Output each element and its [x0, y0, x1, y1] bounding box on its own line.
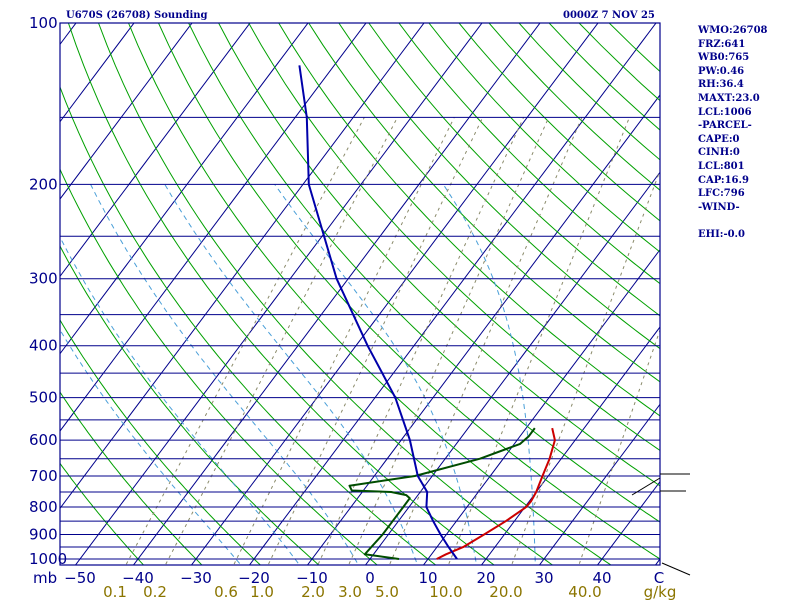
- mixing-ratio-label: 0.2: [143, 583, 167, 600]
- pressure-tick-label: 700: [29, 467, 58, 485]
- mixing-ratio-label: 3.0: [338, 583, 362, 600]
- temperature-tick-label: −30: [180, 569, 212, 587]
- sounding-index-line: CAPE:0: [698, 133, 740, 145]
- mixing-ratio-line: [317, 117, 525, 565]
- isotherm-line: [480, 326, 660, 565]
- temperature-tick-label: 10: [418, 569, 437, 587]
- sounding-index-line: MAXT:23.0: [698, 92, 760, 104]
- moist-adiabat-line: [164, 184, 419, 565]
- sounding-index-line: FRZ:641: [698, 38, 746, 50]
- sounding-index-line: CINH:0: [698, 147, 740, 159]
- sounding-index-line: WB0:765: [698, 52, 750, 64]
- sounding-index-line: PW:0.46: [698, 65, 745, 77]
- sounding-index-line: EHI:-0.0: [698, 228, 745, 240]
- dry-adiabat-line: [60, 391, 203, 565]
- isotherm-line: [538, 403, 660, 565]
- sounding-index-line: CAP:16.9: [698, 174, 749, 186]
- mixing-ratio-line: [164, 117, 398, 565]
- pressure-tick-label: 1000: [29, 550, 67, 568]
- pressure-tick-label: 800: [29, 498, 58, 516]
- chart-datetime: 0000Z 7 NOV 25: [563, 10, 655, 21]
- isotherm-line: [364, 171, 660, 565]
- dry-adiabat-line: [97, 23, 554, 565]
- mixing-ratio-label: 5.0: [375, 583, 399, 600]
- isotherm-line: [60, 23, 425, 510]
- temperature-tick-label: −50: [64, 569, 96, 587]
- temperature-tick-label: 40: [592, 569, 611, 587]
- mixing-ratio-label: 0.6: [214, 583, 238, 600]
- mixing-ratio-line: [267, 117, 484, 565]
- sounding-index-line: LCL:801: [698, 160, 745, 172]
- isotherm-line: [60, 23, 251, 278]
- temperature-tick-label: −40: [122, 569, 154, 587]
- isotherm-line: [248, 23, 657, 565]
- sounding-index-line: RH:36.4: [698, 79, 744, 91]
- dry-adiabat-line: [60, 319, 262, 565]
- isotherm-line: [190, 23, 599, 565]
- mixing-ratio-line: [447, 117, 630, 565]
- isotherm-line: [60, 23, 367, 432]
- pressure-tick-label: 900: [29, 525, 58, 543]
- isotherm-line: [60, 23, 309, 355]
- temperature-tick-label: 30: [534, 569, 553, 587]
- isotherm-line: [60, 23, 193, 200]
- sounding-index-line: -WIND-: [698, 201, 740, 213]
- isotherm-line: [132, 23, 541, 565]
- temperature-tick-label: −10: [296, 569, 328, 587]
- mixing-ratio-line: [388, 117, 583, 565]
- temperature-unit-label: C: [654, 569, 664, 587]
- dry-adiabat-line: [60, 245, 320, 565]
- pressure-unit-label: mb: [33, 569, 57, 587]
- pressure-tick-label: 100: [29, 14, 58, 32]
- sounding-index-line: -PARCEL-: [698, 120, 752, 132]
- plot-frame: [59, 22, 661, 566]
- isotherm-line: [306, 94, 660, 565]
- mixing-ratio-label: 40.0: [568, 583, 601, 600]
- sounding-index-line: LCL:1006: [698, 106, 752, 118]
- chart-title: U670S (26708) Sounding: [66, 10, 208, 21]
- temperature-tick-label: 0: [365, 569, 375, 587]
- moist-adiabat-line: [90, 184, 360, 565]
- sounding-indices-panel: WMO:26708 FRZ:641 WB0:765 PW:0.46 RH:36.4 MAX…: [698, 24, 798, 242]
- moist-adiabat-line: [442, 184, 536, 565]
- pressure-tick-label: 600: [29, 431, 58, 449]
- mixing-ratio-label: 1.0: [250, 583, 274, 600]
- pressure-tick-label: 200: [29, 175, 58, 193]
- wind-axis-tick: [661, 562, 691, 576]
- temperature-line: [436, 427, 556, 560]
- temperature-tick-label: −20: [238, 569, 270, 587]
- pressure-tick-label: 400: [29, 337, 58, 355]
- dewpoint-line: [348, 427, 536, 560]
- mixing-ratio-label: 0.1: [103, 583, 127, 600]
- parcel-line: [298, 65, 458, 560]
- pressure-tick-label: 500: [29, 389, 58, 407]
- sounding-index-line: [698, 214, 798, 228]
- isotherm-line: [422, 248, 660, 565]
- wind-axis-tick: [631, 477, 661, 496]
- mixing-ratio-label: 10.0: [429, 583, 462, 600]
- pressure-tick-label: 300: [29, 270, 58, 288]
- sounding-index-line: LFC:796: [698, 188, 745, 200]
- isotherm-line: [74, 23, 483, 565]
- sounding-index-line: WMO:26708: [698, 25, 768, 36]
- moist-adiabat-line: [60, 235, 301, 565]
- mixing-ratio-line: [233, 117, 455, 565]
- isotherm-line: [60, 23, 135, 123]
- mixing-ratio-line: [348, 117, 550, 565]
- mixing-ratio-line: [578, 328, 660, 565]
- mixing-ratio-line: [125, 117, 365, 565]
- mixing-ratio-unit-label: g/kg: [644, 583, 677, 600]
- mixing-ratio-label: 20.0: [489, 583, 522, 600]
- dry-adiabat-line: [60, 462, 145, 565]
- mixing-ratio-label: 2.0: [301, 583, 325, 600]
- temperature-tick-label: 20: [476, 569, 495, 587]
